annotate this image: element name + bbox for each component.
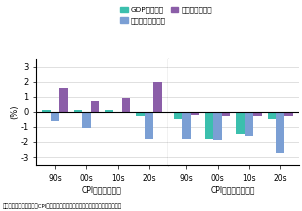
Bar (205, 112, 214, 139)
Bar (284, 112, 293, 116)
Text: （注）消費者物価指数（CPI）上昇率がプラスとマイナスの時期を分けた平均値: （注）消費者物価指数（CPI）上昇率がプラスとマイナスの時期を分けた平均値 (3, 203, 122, 209)
Bar (113, 112, 122, 113)
Bar (74, 110, 82, 112)
Bar (51, 112, 59, 121)
X-axis label: CPI上昇率プラス: CPI上昇率プラス (82, 185, 122, 194)
Bar (59, 88, 68, 112)
Bar (214, 112, 222, 141)
Bar (236, 112, 245, 134)
Bar (122, 98, 130, 112)
X-axis label: CPI上昇率マイナス: CPI上昇率マイナス (211, 185, 255, 194)
Bar (145, 112, 153, 139)
Bar (91, 101, 99, 112)
Bar (276, 112, 284, 153)
Bar (105, 110, 113, 112)
Y-axis label: (%): (%) (10, 105, 19, 119)
Bar (82, 112, 91, 128)
Legend: GDPギャップ, 個人消費ギャップ, 消費者物価指数: GDPギャップ, 個人消費ギャップ, 消費者物価指数 (117, 4, 215, 27)
Bar (222, 112, 230, 116)
Bar (153, 82, 162, 112)
Bar (182, 112, 191, 139)
Bar (136, 112, 145, 116)
Bar (253, 112, 262, 116)
Bar (191, 112, 199, 115)
Bar (268, 112, 276, 119)
Bar (174, 112, 182, 119)
Bar (42, 110, 51, 112)
Bar (245, 112, 253, 136)
